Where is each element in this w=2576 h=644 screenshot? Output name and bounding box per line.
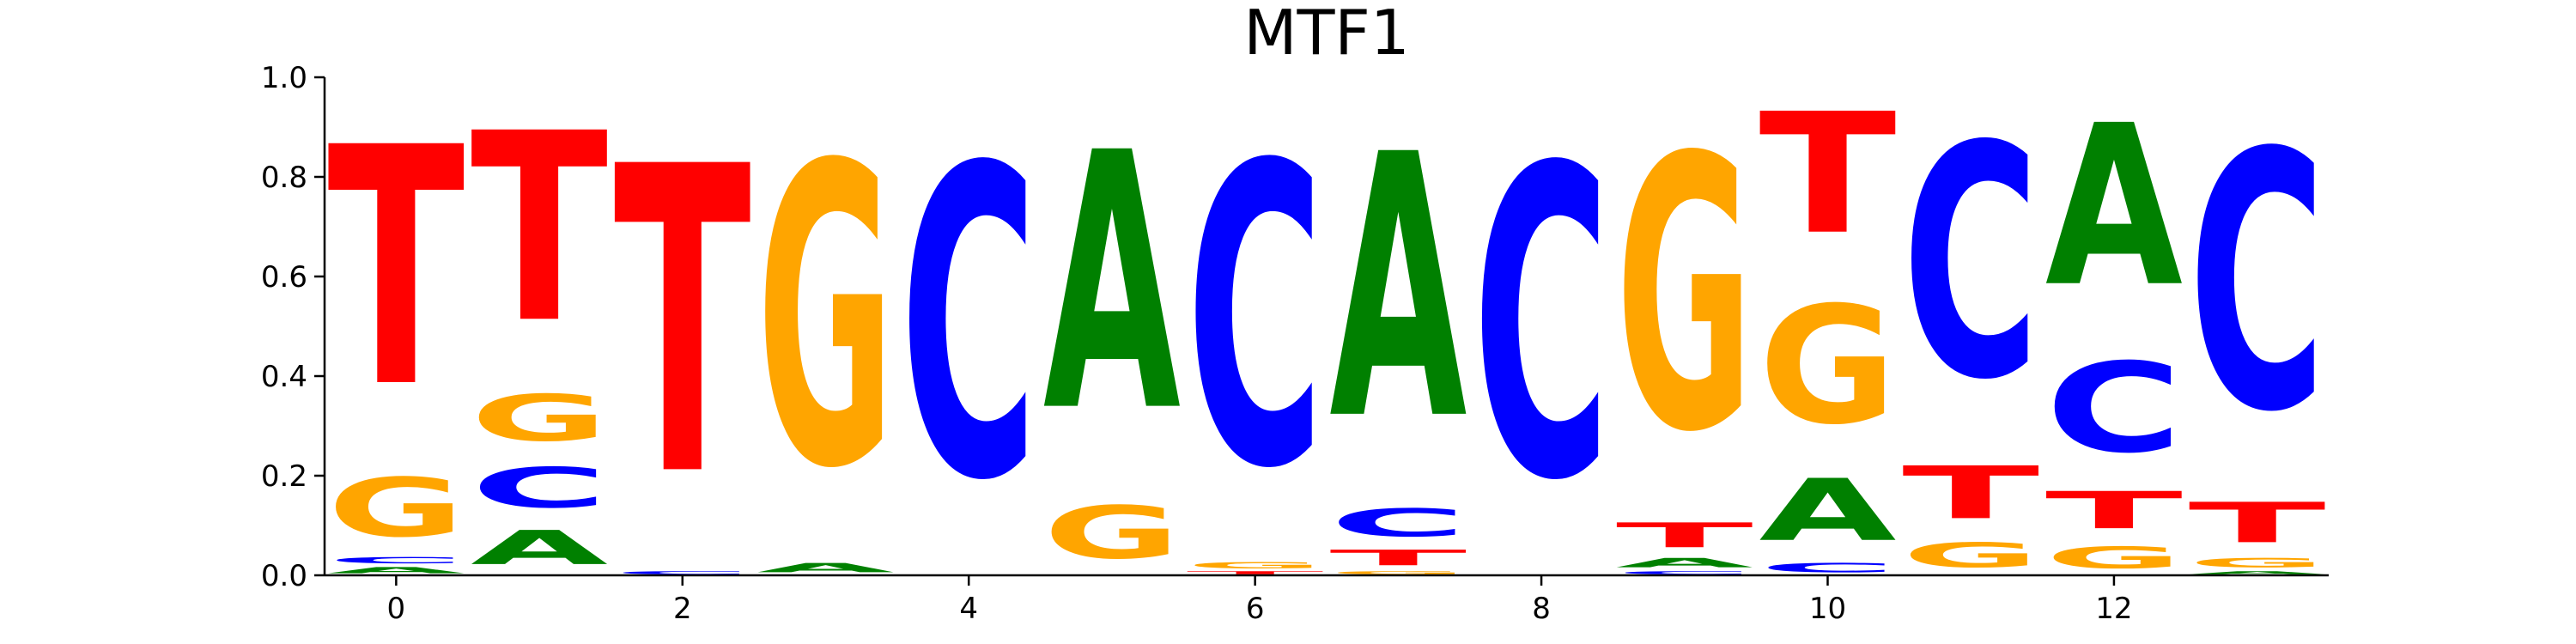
- x-tick-label: 6: [1246, 592, 1265, 626]
- logo-letter-G-pos-3: G: [756, 77, 894, 559]
- y-tick-label: 0.4: [261, 360, 307, 394]
- logo-letter-C-pos-4: C: [900, 80, 1037, 574]
- logo-letter-G-pos-10: G: [1759, 272, 1896, 460]
- logo-letter-T-pos-1: T: [471, 78, 609, 380]
- y-tick-label: 0.6: [261, 260, 307, 295]
- logo-letter-A-pos-12: A: [2045, 78, 2183, 336]
- y-tick-label: 0.0: [261, 559, 307, 593]
- logo-letter-T-pos-2: T: [614, 78, 752, 569]
- logo-letter-T-pos-7: T: [1329, 545, 1467, 570]
- logo-letter-C-pos-1: C: [471, 456, 608, 520]
- logo-letter-T-pos-9: T: [1616, 516, 1753, 556]
- x-tick-label: 0: [387, 592, 406, 626]
- logo-letter-G-pos-11: G: [1902, 536, 2039, 575]
- logo-letter-G-pos-7: G: [1329, 570, 1467, 575]
- logo-letter-G-pos-9: G: [1616, 77, 1753, 514]
- logo-letter-T-pos-13: T: [2189, 490, 2326, 555]
- logo-letter-C-pos-13: C: [2189, 77, 2326, 489]
- logo-letter-T-pos-10: T: [1759, 77, 1896, 271]
- logo-letter-C-pos-9: C: [1616, 570, 1753, 575]
- x-tick-label: 2: [673, 592, 692, 626]
- logo-letter-C-pos-8: C: [1473, 80, 1610, 574]
- logo-letter-T-pos-0: T: [327, 78, 465, 460]
- logo-letter-C-pos-10: C: [1759, 561, 1896, 575]
- y-tick-label: 0.8: [261, 161, 307, 195]
- y-tick-label: 0.2: [261, 459, 307, 494]
- logo-letter-G-pos-13: G: [2189, 556, 2326, 570]
- x-tick-label: 12: [2095, 592, 2132, 626]
- logo-letter-G-pos-5: G: [1043, 491, 1181, 575]
- logo-letter-T-pos-6: T: [1187, 570, 1324, 575]
- logo-letter-T-pos-11: T: [1902, 451, 2039, 535]
- logo-letter-C-pos-11: C: [1902, 78, 2039, 450]
- logo-letter-A-pos-7: A: [1329, 79, 1468, 500]
- logo-letter-C-pos-6: C: [1187, 79, 1324, 560]
- logo-letter-A-pos-1: A: [471, 520, 608, 574]
- logo-letter-A-pos-0: A: [327, 565, 465, 575]
- logo-letter-A-pos-13: A: [2189, 570, 2326, 575]
- y-tick-label: 1.0: [261, 61, 307, 95]
- logo-letter-C-pos-7: C: [1329, 501, 1467, 545]
- axes: 0.0 0.2 0.4 0.6 0.8 1.0 0 2 4 6 8 10 12: [261, 61, 2329, 626]
- logo-letter-G-pos-0: G: [327, 461, 465, 556]
- logo-letter-T-pos-12: T: [2045, 481, 2183, 540]
- logo-letter-C-pos-12: C: [2045, 337, 2183, 480]
- logo-letter-G-pos-6: G: [1187, 561, 1324, 571]
- x-tick-label: 8: [1532, 592, 1551, 626]
- logo-letter-G-pos-1: G: [471, 381, 608, 456]
- logo-letter-A-pos-10: A: [1759, 461, 1896, 561]
- x-tick-label: 10: [1809, 592, 1846, 626]
- logo-letter-G-pos-12: G: [2045, 541, 2183, 575]
- logo-letter-C-pos-0: C: [327, 556, 465, 565]
- logo-letter-C-pos-2: C: [614, 570, 751, 575]
- logo-letter-A-pos-3: A: [756, 561, 894, 575]
- logo-letter-A-pos-5: A: [1043, 78, 1182, 489]
- chart-title: MTF1: [1243, 0, 1409, 69]
- x-tick-label: 4: [959, 592, 978, 626]
- logo-letter-A-pos-9: A: [1616, 556, 1753, 570]
